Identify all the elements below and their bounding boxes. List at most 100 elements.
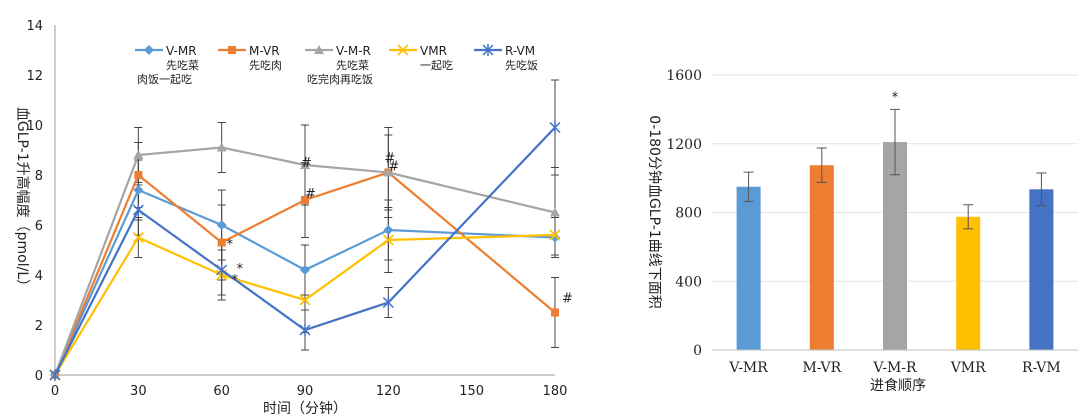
legend-desc-v-mr: 先吃菜 — [166, 59, 199, 72]
data-point-r-vm — [382, 296, 394, 309]
bar-chart-y-axis-title: 0-180分钟血GLP-1曲线下面积 — [646, 115, 663, 308]
series-line-r-vm — [54, 126, 556, 376]
legend-desc-v-m-r: 吃完肉再吃饭 — [307, 72, 373, 86]
significance-mark: * — [232, 273, 239, 288]
bar-v-m-r — [883, 142, 907, 350]
data-point-m-vr — [551, 308, 559, 317]
error-bar-r-vm — [1036, 172, 1047, 207]
bar-chart-error-bars — [743, 108, 1047, 230]
data-point-v-m-r — [383, 167, 394, 177]
x-tick-label: VMR — [950, 360, 986, 376]
error-bar-m-vr — [816, 147, 827, 183]
legend-marker-v-m-r — [314, 45, 324, 54]
data-point-vmr — [549, 229, 561, 241]
x-tick-label: V-MR — [728, 360, 768, 376]
series-line-v-m-r — [53, 146, 556, 376]
y-tick-label: 1600 — [666, 68, 702, 84]
bar-v-mr — [736, 186, 761, 350]
data-point-r-vm — [49, 369, 61, 381]
bar-r-vm — [1029, 189, 1054, 350]
legend-label-v-m-r: V-M-R — [336, 44, 371, 58]
y-tick-label: 0 — [693, 343, 702, 359]
x-tick-label: 0 — [51, 384, 59, 399]
x-tick-label: 120 — [376, 384, 401, 399]
y-tick-label: 4 — [35, 269, 43, 284]
legend-desc-vmr: 一起吃 — [420, 59, 453, 72]
legend-marker-vmr — [397, 44, 409, 56]
x-tick-label: 90 — [297, 384, 314, 399]
significance-mark: * — [892, 90, 899, 105]
series-line-m-vr — [53, 171, 556, 376]
data-point-vmr — [299, 294, 311, 306]
data-point-v-m-r — [550, 207, 560, 217]
legend-desc-v-mr: 肉饭一起吃 — [137, 73, 192, 86]
bar-chart-annotations: * — [892, 90, 899, 105]
legend-label-v-mr: V-MR — [166, 44, 197, 58]
data-point-m-vr — [301, 196, 309, 204]
y-tick-label: 800 — [675, 206, 702, 222]
data-point-r-vm — [132, 204, 144, 216]
bar-chart-x-axis-title: 进食顺序 — [870, 377, 926, 394]
y-tick-label: 0 — [35, 369, 43, 384]
significance-mark: # — [388, 160, 399, 175]
significance-mark: * — [237, 262, 244, 277]
y-tick-label: 1200 — [666, 137, 702, 153]
legend-label-m-vr: M-VR — [249, 44, 280, 58]
data-point-v-m-r — [133, 150, 144, 159]
data-point-v-mr — [216, 220, 227, 230]
data-point-v-m-r — [300, 160, 310, 169]
y-tick-label: 14 — [26, 19, 43, 34]
line-chart-axes — [54, 25, 555, 376]
data-point-r-vm — [216, 264, 228, 276]
line-chart-series — [49, 121, 561, 381]
series-vmr — [49, 229, 561, 381]
line-chart-legend: V-MR先吃菜肉饭一起吃M-VR先吃肉V-M-R先吃菜吃完肉再吃饭VMR一起吃R… — [135, 44, 538, 86]
data-point-v-mr — [300, 265, 310, 275]
x-tick-label: 30 — [130, 384, 147, 399]
significance-mark: * — [227, 238, 234, 253]
y-tick-label: 10 — [26, 119, 43, 134]
data-point-v-mr — [133, 185, 144, 195]
legend-label-r-vm: R-VM — [505, 44, 535, 58]
series-line-vmr — [54, 233, 556, 376]
x-tick-label: M-VR — [802, 360, 841, 376]
legend-marker-m-vr — [228, 46, 236, 54]
error-bar-vmr — [963, 204, 974, 230]
x-tick-label: 150 — [459, 384, 484, 399]
data-point-m-vr — [134, 171, 143, 179]
y-tick-label: 400 — [675, 274, 702, 290]
bar-chart-x-ticks: V-MR M-VR V-M-R VMR R-VM — [728, 360, 1060, 376]
line-chart-y-axis-title: 血GLP-1升高幅度（pmol/L） — [14, 107, 31, 293]
y-tick-label: 6 — [35, 219, 43, 234]
significance-mark: # — [301, 156, 312, 171]
bar-chart-y-ticks: 0 400 800 1200 1600 — [666, 68, 702, 359]
error-bar-v-m-r — [890, 108, 900, 176]
significance-mark: # — [384, 152, 395, 167]
significance-mark: # — [562, 292, 573, 307]
series-line-v-mr — [53, 188, 556, 376]
bar-m-vr — [809, 165, 834, 350]
y-tick-label: 2 — [35, 319, 43, 334]
line-chart-annotations: ***##### — [227, 152, 573, 307]
data-point-vmr — [382, 234, 394, 246]
x-tick-label: R-VM — [1022, 360, 1061, 376]
error-bar-v-mr — [743, 171, 754, 202]
data-point-vmr — [132, 231, 144, 244]
legend-desc-r-vm: 先吃饭 — [505, 59, 538, 72]
data-point-v-m-r — [216, 142, 227, 152]
legend-desc-v-m-r: 先吃菜 — [336, 59, 369, 72]
data-point-v-mr — [383, 225, 394, 235]
x-tick-label: 180 — [543, 384, 568, 399]
legend-desc-m-vr: 先吃肉 — [249, 59, 282, 72]
x-tick-label: V-M-R — [872, 360, 917, 376]
x-tick-label: 60 — [213, 384, 230, 399]
y-tick-label: 12 — [26, 69, 43, 84]
bar-chart-bars — [736, 142, 1054, 350]
